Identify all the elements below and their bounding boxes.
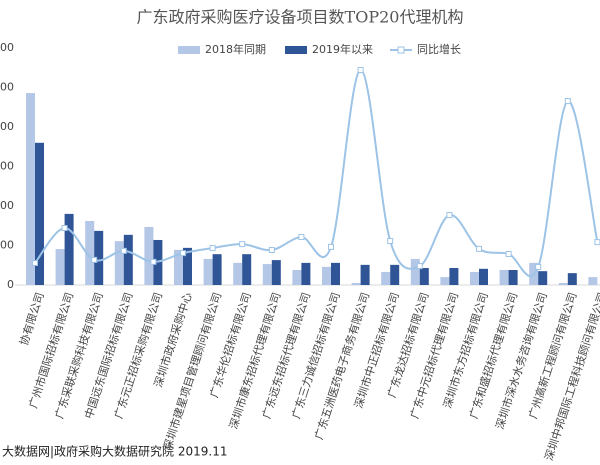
bar bbox=[174, 249, 183, 285]
bar bbox=[301, 262, 311, 285]
growth-marker bbox=[564, 98, 571, 105]
footer: 大数据网|政府采购大数据研究院 2019.11 bbox=[2, 444, 227, 459]
bar bbox=[440, 277, 450, 285]
bar bbox=[360, 264, 370, 285]
bar bbox=[331, 262, 340, 285]
y-tick-label: 300 bbox=[0, 160, 14, 173]
bar bbox=[381, 271, 391, 285]
bar bbox=[390, 264, 400, 285]
bar bbox=[410, 258, 420, 285]
bar bbox=[85, 221, 95, 285]
growth-marker bbox=[91, 256, 98, 263]
y-tick-label: 500 bbox=[0, 81, 14, 94]
bar bbox=[183, 247, 192, 285]
growth-marker bbox=[120, 247, 127, 254]
bar bbox=[26, 93, 35, 285]
y-tick-label: 0 bbox=[7, 278, 14, 291]
bar bbox=[114, 241, 124, 285]
growth-marker bbox=[476, 245, 482, 252]
bar bbox=[470, 271, 479, 285]
bar bbox=[508, 269, 518, 285]
bar bbox=[419, 268, 429, 285]
growth-marker bbox=[32, 259, 38, 266]
bar bbox=[499, 269, 509, 285]
bar bbox=[262, 264, 272, 285]
growth-marker bbox=[357, 67, 364, 74]
legend-marker bbox=[397, 46, 405, 54]
bar bbox=[123, 234, 133, 285]
growth-marker bbox=[239, 241, 246, 248]
legend-label: 2019年以来 bbox=[312, 42, 373, 56]
bar bbox=[292, 269, 302, 285]
bar bbox=[35, 142, 44, 285]
bar bbox=[479, 268, 488, 285]
x-tick-label: 广东五洲医药电子商务有限公司 bbox=[311, 291, 372, 442]
growth-marker bbox=[446, 212, 453, 219]
growth-marker bbox=[61, 225, 68, 232]
y-tick-label: 400 bbox=[0, 120, 14, 133]
growth-marker bbox=[505, 250, 512, 257]
growth-marker bbox=[209, 245, 216, 252]
bar bbox=[203, 258, 213, 285]
bar bbox=[558, 283, 568, 285]
bar bbox=[449, 268, 459, 285]
growth-marker bbox=[535, 263, 542, 270]
y-tick-label: 600 bbox=[0, 41, 14, 54]
bar bbox=[588, 277, 598, 285]
bar bbox=[64, 213, 74, 285]
bar bbox=[351, 283, 361, 285]
bar bbox=[212, 254, 222, 285]
y-tick-label: 200 bbox=[0, 199, 14, 212]
growth-marker bbox=[268, 247, 275, 254]
bar bbox=[233, 262, 243, 285]
growth-marker bbox=[298, 234, 305, 241]
growth-marker bbox=[180, 250, 186, 257]
growth-marker bbox=[150, 258, 157, 265]
legend-label: 2018年同期 bbox=[205, 42, 266, 56]
x-tick-label: 协有限公司 bbox=[16, 291, 46, 348]
bar bbox=[242, 254, 252, 285]
growth-marker bbox=[328, 243, 334, 250]
legend-label: 同比增长 bbox=[417, 42, 461, 56]
bar bbox=[94, 230, 104, 285]
legend-swatch bbox=[285, 46, 307, 54]
growth-marker bbox=[387, 237, 394, 244]
growth-marker bbox=[594, 239, 600, 246]
bar bbox=[55, 249, 65, 285]
y-tick-label: 100 bbox=[0, 239, 14, 252]
bar bbox=[567, 273, 577, 285]
bar bbox=[144, 226, 154, 285]
bar bbox=[538, 271, 548, 285]
bar bbox=[322, 266, 331, 285]
legend-swatch bbox=[178, 46, 200, 54]
chart-title: 广东政府采购医疗设备项目数TOP20代理机构 bbox=[137, 8, 464, 27]
growth-line bbox=[34, 69, 599, 277]
growth-marker bbox=[416, 263, 423, 270]
bar bbox=[271, 260, 281, 285]
